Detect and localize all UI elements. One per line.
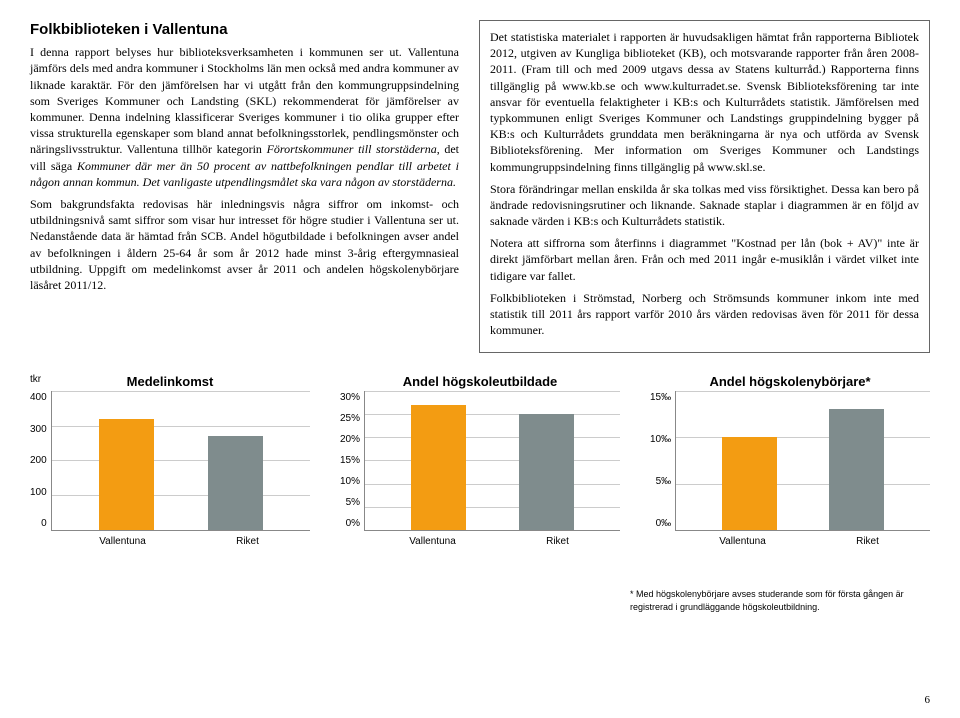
y-tick-label: 0 bbox=[30, 517, 47, 531]
y-tick-label: 0% bbox=[340, 517, 360, 531]
y-tick-label: 10% bbox=[340, 475, 360, 489]
x-tick-label: Riket bbox=[495, 535, 620, 549]
chart-title: Medelinkomst bbox=[30, 373, 310, 391]
page-title: Folkbiblioteken i Vallentuna bbox=[30, 20, 459, 40]
bar bbox=[722, 437, 777, 530]
x-axis: VallentunaRiket bbox=[650, 535, 930, 549]
y-tick-label: 5‰ bbox=[650, 475, 671, 489]
x-axis: VallentunaRiket bbox=[340, 535, 620, 549]
x-tick-label: Riket bbox=[805, 535, 930, 549]
info-paragraph: Notera att siffrorna som återfinns i dia… bbox=[490, 235, 919, 284]
bar bbox=[99, 419, 154, 530]
y-tick-label: 15% bbox=[340, 454, 360, 468]
y-tick-label: 5% bbox=[340, 496, 360, 510]
x-tick-label: Vallentuna bbox=[60, 535, 185, 549]
y-tick-label: 100 bbox=[30, 486, 47, 500]
plot-area bbox=[51, 391, 310, 531]
y-tick-label: 25% bbox=[340, 412, 360, 426]
left-text-body: I denna rapport belyses hur biblioteksve… bbox=[30, 44, 459, 293]
page-number: 6 bbox=[925, 693, 931, 708]
info-paragraph: Stora förändringar mellan enskilda år sk… bbox=[490, 181, 919, 230]
left-column: Folkbiblioteken i Vallentuna I denna rap… bbox=[30, 20, 459, 353]
plot-area bbox=[364, 391, 620, 531]
body-paragraph: Som bakgrundsfakta redovisas här inledni… bbox=[30, 196, 459, 293]
y-axis-unit: tkr bbox=[30, 373, 41, 387]
chart: tkrMedelinkomst400 300 200 100 0 VallentunaRi… bbox=[30, 373, 310, 548]
footnote: * Med högskolenybörjare avses studerande… bbox=[630, 588, 930, 612]
x-tick-label: Vallentuna bbox=[370, 535, 495, 549]
chart: Andel högskoleutbildade30% 25% 20% 15% 10% 5%… bbox=[340, 373, 620, 548]
chart-title: Andel högskoleutbildade bbox=[340, 373, 620, 391]
bar bbox=[411, 405, 466, 530]
info-box: Det statistiska materialet i rapporten ä… bbox=[479, 20, 930, 353]
y-axis: 30% 25% 20% 15% 10% 5% 0% bbox=[340, 391, 364, 531]
x-tick-label: Vallentuna bbox=[680, 535, 805, 549]
y-tick-label: 10‰ bbox=[650, 433, 671, 447]
plot-area bbox=[675, 391, 930, 531]
info-paragraph: Folkbiblioteken i Strömstad, Norberg och… bbox=[490, 290, 919, 339]
y-axis: 400 300 200 100 0 bbox=[30, 391, 51, 531]
x-axis: VallentunaRiket bbox=[30, 535, 310, 549]
charts-row: tkrMedelinkomst4003002001000VallentunaRi… bbox=[30, 373, 930, 548]
y-axis: 15‰ 10‰ 5‰ 0‰ bbox=[650, 391, 675, 531]
y-tick-label: 300 bbox=[30, 423, 47, 437]
y-tick-label: 15‰ bbox=[650, 391, 671, 405]
chart: Andel högskolenybörjare*15‰ 10‰ 5‰ 0‰ Vallen… bbox=[650, 373, 930, 548]
info-paragraph: Det statistiska materialet i rapporten ä… bbox=[490, 29, 919, 175]
bar bbox=[208, 436, 263, 530]
body-paragraph: I denna rapport belyses hur biblioteksve… bbox=[30, 44, 459, 190]
chart-title: Andel högskolenybörjare* bbox=[650, 373, 930, 391]
bar bbox=[519, 414, 574, 530]
y-tick-label: 400 bbox=[30, 391, 47, 405]
y-tick-label: 30% bbox=[340, 391, 360, 405]
y-tick-label: 0‰ bbox=[650, 517, 671, 531]
y-tick-label: 200 bbox=[30, 454, 47, 468]
bar bbox=[829, 409, 884, 529]
y-tick-label: 20% bbox=[340, 433, 360, 447]
x-tick-label: Riket bbox=[185, 535, 310, 549]
